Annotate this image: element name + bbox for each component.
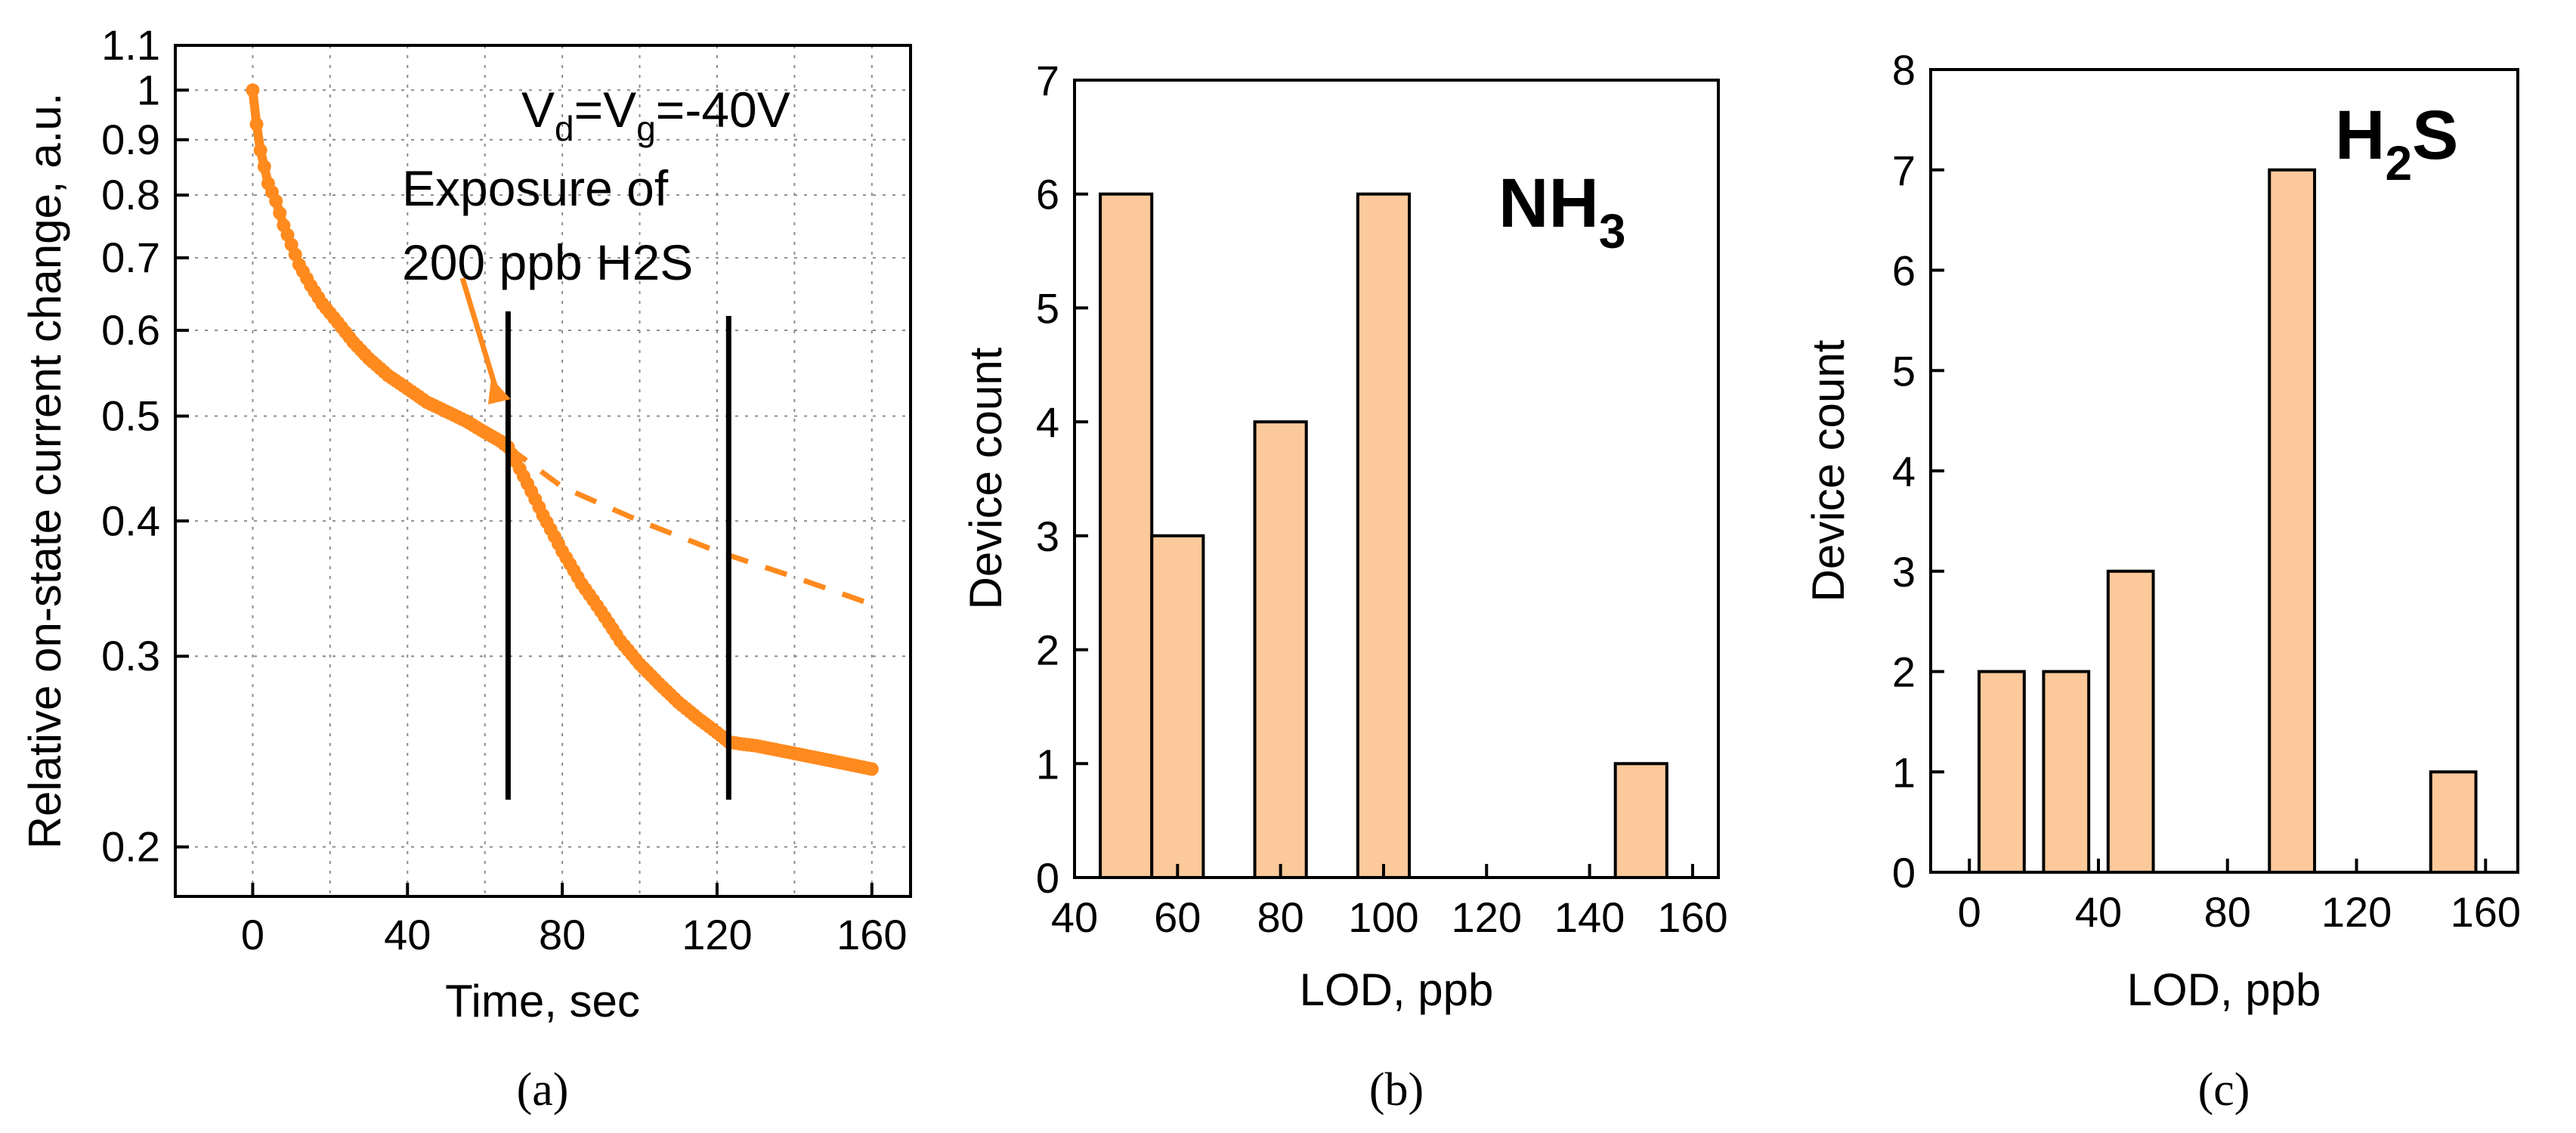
histogram-bar (2268, 168, 2317, 874)
x-tick-label: 160 (837, 911, 907, 958)
y-tick-label: 5 (1036, 284, 1059, 332)
panel-a-measured-series (246, 83, 879, 776)
y-tick-label: 0.9 (101, 116, 160, 163)
y-tick-label: 0.7 (101, 234, 160, 281)
data-point (273, 206, 287, 220)
x-tick-label: 120 (1452, 893, 1522, 941)
x-tick-label: 0 (241, 911, 264, 958)
histogram-bar (1978, 670, 2026, 874)
y-tick-label: 3 (1036, 512, 1059, 560)
x-tick-label: 120 (682, 911, 752, 958)
y-tick-label: 2 (1892, 649, 1916, 696)
x-tick-label: 160 (2451, 888, 2521, 936)
y-tick-label: 7 (1036, 57, 1059, 104)
panel-b-nh3-histogram: 40 60 80 100 120 140 160 0 1 2 3 4 5 6 7 NH3 LOD, ppb… (960, 57, 1728, 1116)
x-tick-label: 80 (1257, 893, 1303, 941)
x-tick-label: 40 (384, 911, 431, 958)
panel-c-h2s-histogram: 0 40 80 120 160 0 1 2 3 4 5 6 7 8 H2S LOD, ppb Devic… (1803, 46, 2521, 1116)
y-tick-label: 5 (1892, 347, 1916, 395)
y-tick-label: 1 (1036, 740, 1059, 788)
histogram-bar (1253, 420, 1308, 879)
x-tick-label: 80 (539, 911, 586, 958)
panel-a-label: (a) (517, 1064, 569, 1116)
y-tick-label: 2 (1036, 627, 1059, 674)
exposure-annotation-line1: Exposure of (402, 160, 669, 216)
y-tick-label: 0.4 (101, 497, 160, 544)
histogram-bar (2042, 670, 2091, 874)
data-point (269, 193, 283, 208)
baseline-dashed-line (506, 444, 873, 607)
y-tick-label: 3 (1892, 548, 1916, 596)
data-point (864, 762, 879, 776)
panel-c-x-axis-title: LOD, ppb (2127, 964, 2321, 1015)
x-tick-label: 40 (1051, 893, 1098, 941)
histogram-bar (1099, 192, 1154, 879)
y-tick-label: 0.6 (101, 306, 160, 354)
panel-c-y-axis-title: Device count (1803, 339, 1854, 602)
panel-b-y-ticks: 0 1 2 3 4 5 6 7 (1036, 57, 1088, 902)
panel-b-label: (b) (1369, 1064, 1424, 1116)
y-tick-label: 6 (1036, 171, 1059, 218)
y-tick-label: 0 (1892, 849, 1916, 896)
panel-a-x-ticks: 0 40 80 120 160 (241, 883, 908, 958)
y-tick-label: 0.5 (101, 392, 160, 439)
exposure-arrowhead (488, 378, 511, 404)
data-point (249, 117, 264, 132)
panel-c-gas-label: H2S (2335, 97, 2458, 190)
panel-a-frame (174, 44, 912, 898)
y-tick-label: 7 (1892, 147, 1916, 194)
x-tick-label: 100 (1348, 893, 1418, 941)
y-tick-label: 1.1 (101, 21, 160, 69)
y-tick-label: 4 (1036, 398, 1059, 446)
bias-annotation: Vd=Vg=-40V (521, 82, 790, 148)
panel-a-y-axis-title: Relative on-state current change, a.u. (20, 93, 70, 850)
y-tick-label: 1 (1892, 748, 1916, 796)
exposure-annotation-line2: 200 ppb H2S (402, 234, 693, 290)
x-tick-label: 40 (2075, 888, 2122, 936)
data-point (253, 143, 267, 157)
x-tick-label: 140 (1554, 893, 1625, 941)
panel-a-baseline-series (506, 444, 873, 607)
panel-a-y-ticks: 0.2 0.3 0.4 0.5 0.6 0.7 0.8 0.911.1 (101, 21, 189, 870)
y-tick-label: 0 (1036, 854, 1059, 902)
panel-b-bars (1099, 192, 1668, 879)
panel-b-frame (1073, 79, 1720, 879)
y-tick-label: 0.8 (101, 171, 160, 218)
panel-b-x-axis-title: LOD, ppb (1300, 964, 1494, 1015)
panel-c-bars (1978, 168, 2478, 874)
histogram-bar (1150, 534, 1205, 879)
panel-b-x-ticks: 40 60 80 100 120 140 160 (1051, 864, 1728, 941)
y-tick-label: 1 (137, 66, 160, 113)
panel-c-y-ticks: 0 1 2 3 4 5 6 7 8 (1892, 46, 1944, 896)
x-tick-label: 160 (1657, 893, 1727, 941)
y-tick-label: 8 (1892, 46, 1916, 94)
panel-c-x-ticks: 0 40 80 120 160 (1958, 859, 2521, 936)
x-tick-label: 0 (1958, 888, 1981, 936)
histogram-bar (1613, 762, 1668, 879)
x-tick-label: 120 (2321, 888, 2392, 936)
histogram-bar (2429, 770, 2478, 874)
y-tick-label: 0.3 (101, 632, 160, 679)
panel-a-x-axis-title: Time, sec (445, 976, 640, 1026)
panel-c-label: (c) (2198, 1064, 2250, 1116)
y-tick-label: 0.2 (101, 822, 160, 870)
exposure-arrow (459, 277, 500, 395)
histogram-bar (1356, 192, 1412, 879)
panel-b-gas-label: NH3 (1498, 165, 1625, 258)
y-tick-label: 6 (1892, 247, 1916, 295)
data-point (257, 159, 271, 174)
panel-b-y-axis-title: Device count (960, 347, 1011, 609)
data-point (246, 83, 260, 98)
x-tick-label: 60 (1154, 893, 1201, 941)
y-tick-label: 4 (1892, 447, 1916, 495)
histogram-bar (2106, 569, 2155, 874)
x-tick-label: 80 (2204, 888, 2251, 936)
panel-a-time-trace: 0 40 80 120 160 0.2 0.3 0.4 0.5 0.6 0.7 0.8 0.911.1… (20, 21, 912, 1116)
